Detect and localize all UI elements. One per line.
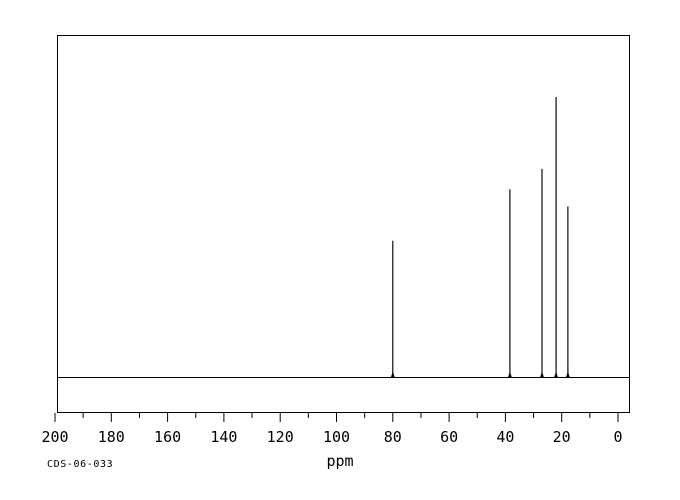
axis-tick-labels: 200 180 160 140 120 100 80 60 40 20 0: [41, 428, 622, 446]
axis-tick-label: 80: [384, 428, 402, 446]
axis-tick-label: 100: [323, 428, 350, 446]
axis-tick-label: 120: [267, 428, 294, 446]
spectrum-peak-foot: [554, 371, 559, 378]
axis-tick-label: 180: [98, 428, 125, 446]
axis-ticks: [54, 413, 619, 422]
spectrum-peak-foot: [539, 371, 544, 378]
axis-tick-label: 60: [440, 428, 458, 446]
plot-frame: [57, 35, 630, 413]
axis-tick-label: 160: [154, 428, 181, 446]
spectrum-peak-foot: [565, 371, 570, 378]
spectrum-peak-foot: [390, 371, 395, 378]
spectrum-trace: [390, 97, 570, 378]
spectrum-peak-foot: [507, 371, 512, 378]
axis-tick-label: 40: [496, 428, 514, 446]
axis-tick-label: 20: [553, 428, 571, 446]
axis-tick-label: 0: [613, 428, 622, 446]
sample-id-caption: CDS-06-033: [47, 459, 113, 470]
axis-tick-label: 140: [210, 428, 237, 446]
axis-tick-label: 200: [41, 428, 68, 446]
axis-title: ppm: [326, 452, 353, 470]
